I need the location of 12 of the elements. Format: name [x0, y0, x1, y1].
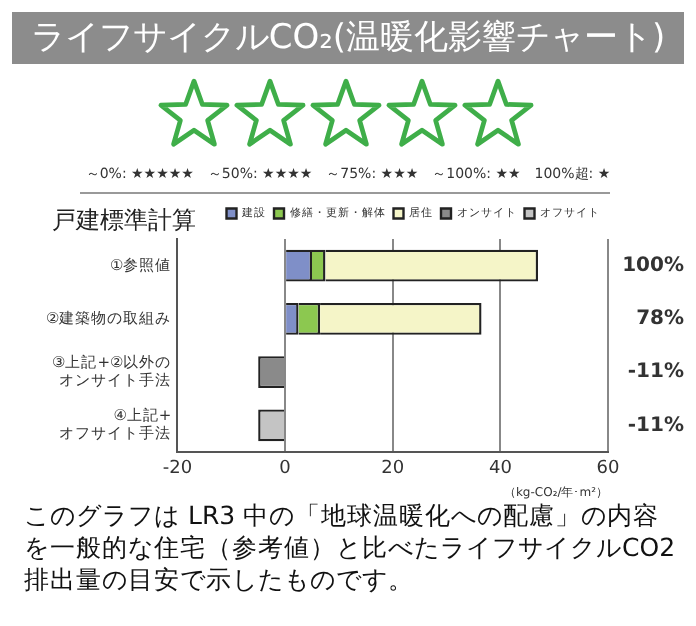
- x-tick-label: 40: [488, 459, 513, 480]
- x-tick-label: -20: [162, 459, 193, 480]
- chart-title: ライフサイクルCO₂(温暖化影響チャート): [12, 12, 684, 64]
- text: -11%: [627, 361, 684, 384]
- text: 78%: [636, 308, 684, 331]
- text: このグラフは LR3 中の「地球温暖化への配慮」の内容を一般的な住宅（参考値）と比べたライフサイクルCO2 排出量の目安で示したものです。: [24, 500, 678, 596]
- text: 100%: [622, 254, 684, 277]
- x-tick-label: 20: [381, 459, 405, 480]
- chart-subtitle: 戸建標準計算: [52, 204, 196, 238]
- text: -11%: [627, 414, 684, 437]
- x-tick-label: 60: [596, 459, 620, 480]
- x-tick-label: 0: [279, 459, 292, 480]
